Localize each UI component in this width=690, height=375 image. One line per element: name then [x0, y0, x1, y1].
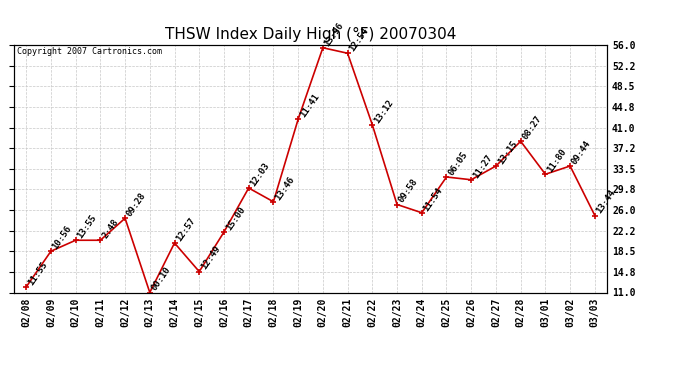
Text: 11:41: 11:41: [298, 92, 321, 119]
Text: 08:27: 08:27: [521, 114, 544, 141]
Text: 13:44: 13:44: [595, 188, 618, 216]
Text: 00:10: 00:10: [150, 266, 172, 292]
Text: 09:44: 09:44: [570, 139, 593, 166]
Text: 13:96: 13:96: [323, 21, 346, 48]
Text: 10:56: 10:56: [51, 224, 74, 251]
Text: Copyright 2007 Cartronics.com: Copyright 2007 Cartronics.com: [17, 48, 161, 57]
Text: 09:28: 09:28: [125, 191, 148, 218]
Text: 11:80: 11:80: [545, 147, 568, 174]
Text: 11:55: 11:55: [26, 260, 49, 287]
Text: 13:12: 13:12: [373, 98, 395, 125]
Text: 12:03: 12:03: [248, 161, 271, 188]
Text: 06:05: 06:05: [446, 150, 469, 177]
Text: 13:55: 13:55: [76, 213, 99, 240]
Text: 15:00: 15:00: [224, 205, 247, 232]
Text: 13:46: 13:46: [273, 175, 296, 202]
Text: 12:57: 12:57: [175, 216, 197, 243]
Text: 12:49: 12:49: [199, 244, 222, 272]
Text: 11:27: 11:27: [471, 153, 494, 180]
Text: 12:54: 12:54: [348, 26, 371, 53]
Text: 09:58: 09:58: [397, 177, 420, 204]
Text: 11:54: 11:54: [422, 186, 444, 213]
Title: THSW Index Daily High (°F) 20070304: THSW Index Daily High (°F) 20070304: [165, 27, 456, 42]
Text: 13:15: 13:15: [496, 139, 519, 166]
Text: 2:48: 2:48: [100, 217, 120, 240]
